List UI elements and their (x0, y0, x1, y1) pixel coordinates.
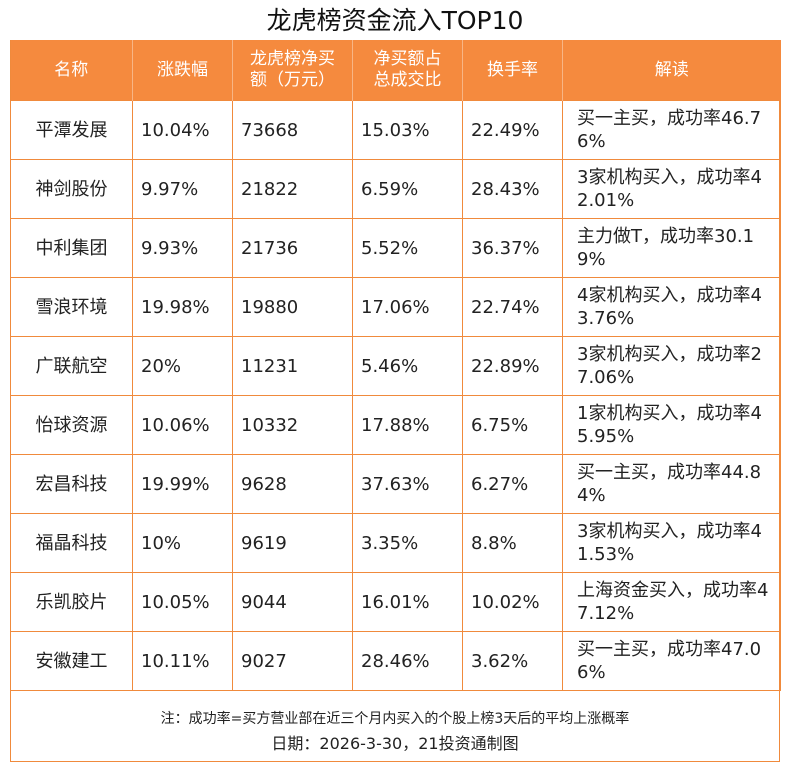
cell-name: 安徽建工 (10, 631, 133, 691)
table-row: 怡球资源 10.06% 10332 17.88% 6.75% 1家机构买入，成功… (10, 395, 781, 455)
table-row: 安徽建工 10.11% 9027 28.46% 3.62% 买一主买，成功率47… (10, 631, 781, 691)
source-line: 日期：2026-3-30，21投资通制图 (271, 734, 519, 753)
cell-name: 广联航空 (10, 336, 133, 396)
cell-name: 福晶科技 (10, 513, 133, 573)
cell-net-buy: 10332 (232, 395, 353, 455)
cell-net-buy: 73668 (232, 100, 353, 160)
cell-net-buy: 19880 (232, 277, 353, 337)
cell-turnover: 22.89% (462, 336, 563, 396)
cell-note: 3家机构买入，成功率27.06% (562, 336, 781, 396)
cell-ratio: 15.03% (352, 100, 463, 160)
cell-turnover: 10.02% (462, 572, 563, 632)
cell-note: 买一主买，成功率46.76% (562, 100, 781, 160)
cell-ratio: 37.63% (352, 454, 463, 514)
cell-turnover: 3.62% (462, 631, 563, 691)
cell-note: 买一主买，成功率47.06% (562, 631, 781, 691)
cell-ratio: 17.88% (352, 395, 463, 455)
header-ratio: 净买额占 总成交比 (352, 40, 463, 101)
cell-name: 宏昌科技 (10, 454, 133, 514)
header-net-buy-line2: 额（万元） (250, 70, 335, 90)
cell-ratio: 5.46% (352, 336, 463, 396)
table-header-row: 名称 涨跌幅 龙虎榜净买 额（万元） 净买额占 总成交比 换手率 解读 (10, 40, 781, 101)
cell-ratio: 5.52% (352, 218, 463, 278)
cell-turnover: 22.74% (462, 277, 563, 337)
cell-turnover: 6.27% (462, 454, 563, 514)
cell-ratio: 3.35% (352, 513, 463, 573)
cell-net-buy: 21736 (232, 218, 353, 278)
cell-net-buy: 9619 (232, 513, 353, 573)
table-row: 宏昌科技 19.99% 9628 37.63% 6.27% 买一主买，成功率44… (10, 454, 781, 514)
cell-turnover: 28.43% (462, 159, 563, 219)
cell-note: 上海资金买入，成功率47.12% (562, 572, 781, 632)
cell-change: 19.99% (132, 454, 233, 514)
header-net-buy: 龙虎榜净买 额（万元） (232, 40, 353, 101)
cell-turnover: 22.49% (462, 100, 563, 160)
cell-net-buy: 9044 (232, 572, 353, 632)
table-row: 中利集团 9.93% 21736 5.52% 36.37% 主力做T，成功率30… (10, 218, 781, 278)
header-note: 解读 (562, 40, 781, 101)
cell-name: 神剑股份 (10, 159, 133, 219)
cell-ratio: 28.46% (352, 631, 463, 691)
cell-name: 平潭发展 (10, 100, 133, 160)
cell-ratio: 16.01% (352, 572, 463, 632)
cell-note: 1家机构买入，成功率45.95% (562, 395, 781, 455)
cell-change: 10.04% (132, 100, 233, 160)
table-row: 雪浪环境 19.98% 19880 17.06% 22.74% 4家机构买入，成… (10, 277, 781, 337)
cell-change: 19.98% (132, 277, 233, 337)
cell-note: 4家机构买入，成功率43.76% (562, 277, 781, 337)
table-row: 神剑股份 9.97% 21822 6.59% 28.43% 3家机构买入，成功率… (10, 159, 781, 219)
cell-change: 10.05% (132, 572, 233, 632)
header-change: 涨跌幅 (132, 40, 233, 101)
cell-turnover: 6.75% (462, 395, 563, 455)
cell-net-buy: 9027 (232, 631, 353, 691)
cell-note: 3家机构买入，成功率41.53% (562, 513, 781, 573)
cell-turnover: 8.8% (462, 513, 563, 573)
cell-change: 10.06% (132, 395, 233, 455)
cell-name: 中利集团 (10, 218, 133, 278)
cell-change: 10% (132, 513, 233, 573)
header-ratio-line1: 净买额占 (373, 49, 442, 69)
footnote: 注：成功率=买方营业部在近三个月内买入的个股上榜3天后的平均上涨概率 (160, 711, 630, 727)
cell-name: 雪浪环境 (10, 277, 133, 337)
cell-change: 10.11% (132, 631, 233, 691)
cell-change: 9.93% (132, 218, 233, 278)
cell-note: 买一主买，成功率44.84% (562, 454, 781, 514)
cell-net-buy: 21822 (232, 159, 353, 219)
header-ratio-line2: 总成交比 (373, 70, 442, 90)
cell-net-buy: 9628 (232, 454, 353, 514)
cell-change: 20% (132, 336, 233, 396)
page-title: 龙虎榜资金流入TOP10 (266, 6, 524, 35)
table-row: 福晶科技 10% 9619 3.35% 8.8% 3家机构买入，成功率41.53… (10, 513, 781, 573)
cell-note: 主力做T，成功率30.19% (562, 218, 781, 278)
table-row: 乐凯胶片 10.05% 9044 16.01% 10.02% 上海资金买入，成功… (10, 572, 781, 632)
cell-note: 3家机构买入，成功率42.01% (562, 159, 781, 219)
cell-name: 乐凯胶片 (10, 572, 133, 632)
cell-turnover: 36.37% (462, 218, 563, 278)
cell-net-buy: 11231 (232, 336, 353, 396)
table-row: 平潭发展 10.04% 73668 15.03% 22.49% 买一主买，成功率… (10, 100, 781, 160)
cell-change: 9.97% (132, 159, 233, 219)
fund-inflow-table: 名称 涨跌幅 龙虎榜净买 额（万元） 净买额占 总成交比 换手率 解读 平潭发展 1… (10, 40, 781, 691)
table-row: 广联航空 20% 11231 5.46% 22.89% 3家机构买入，成功率27… (10, 336, 781, 396)
header-net-buy-line1: 龙虎榜净买 (250, 49, 335, 69)
cell-name: 怡球资源 (10, 395, 133, 455)
cell-ratio: 6.59% (352, 159, 463, 219)
cell-ratio: 17.06% (352, 277, 463, 337)
header-name: 名称 (10, 40, 133, 101)
header-turnover: 换手率 (462, 40, 563, 101)
